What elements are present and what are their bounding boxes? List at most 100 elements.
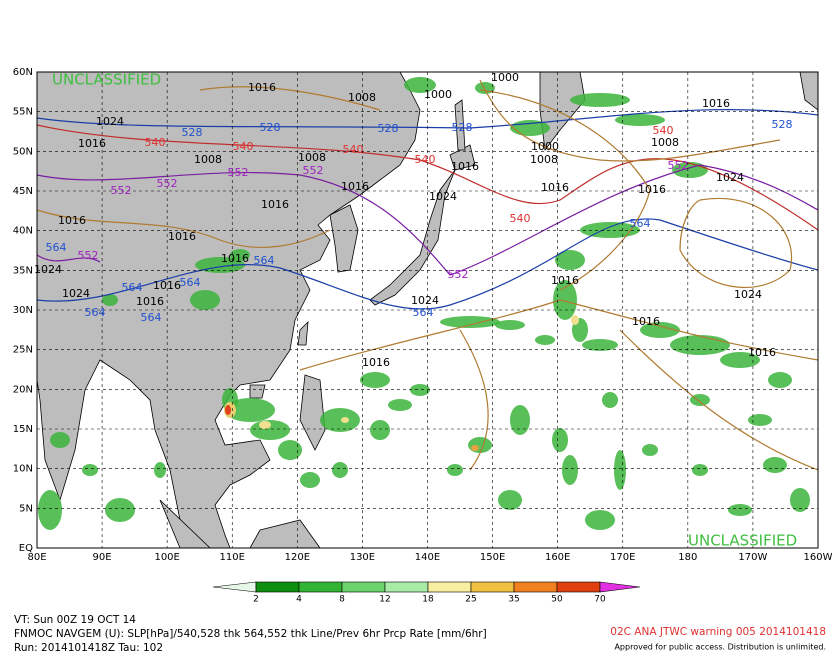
lat-label: 15N xyxy=(13,424,33,435)
contour-label: 1016 xyxy=(248,81,276,94)
contour-label: 1000 xyxy=(491,71,519,84)
lon-label: 120E xyxy=(285,552,310,563)
precip-area xyxy=(154,462,166,478)
colorbar-label: 12 xyxy=(379,595,390,605)
colorbar-label: 70 xyxy=(594,595,606,605)
contour-label: 1016 xyxy=(451,160,479,173)
precip-area xyxy=(495,320,525,330)
lat-label: 60N xyxy=(13,67,33,78)
precip-area xyxy=(720,352,760,368)
lat-label: 35N xyxy=(13,265,33,276)
precip-area xyxy=(50,432,70,448)
contour-label: 540 xyxy=(145,136,166,149)
precip-area xyxy=(190,290,220,310)
colorbar-box xyxy=(427,581,472,593)
precip-area xyxy=(642,444,658,456)
precip-area xyxy=(230,249,250,261)
contour-label: 1016 xyxy=(136,295,164,308)
contour-label: 564 xyxy=(180,276,201,289)
contour-label: 564 xyxy=(46,241,67,254)
precip-area xyxy=(320,408,360,432)
axis-labels: 60N 55N 50N 45N 40N 35N 30N 25N 20N 15N 10N 5N EQ80E… xyxy=(13,67,833,563)
precip-area xyxy=(278,440,302,460)
precip-heavy xyxy=(471,445,479,451)
approval-note: Approved for public access. Distribution… xyxy=(614,643,826,652)
contour-label: 1016 xyxy=(153,279,181,292)
lon-label: 90E xyxy=(93,552,112,563)
precip-area xyxy=(602,392,618,408)
colorbar-high xyxy=(599,581,641,593)
contour-label: 528 xyxy=(260,121,281,134)
precip-heavy xyxy=(341,417,349,423)
precip-area xyxy=(102,294,118,306)
contour-label: 1008 xyxy=(651,136,679,149)
contour-label: 564 xyxy=(254,254,275,267)
contour-label: 564 xyxy=(413,306,434,319)
precip-area xyxy=(535,335,555,345)
contour-label: 1000 xyxy=(424,88,452,101)
lon-label: 170E xyxy=(610,552,635,563)
lat-label: 20N xyxy=(13,384,33,395)
precip-area xyxy=(38,490,62,530)
precip-area xyxy=(768,372,792,388)
contour-label: 1016 xyxy=(638,183,666,196)
precip-heavy xyxy=(571,315,579,325)
colorbar-box xyxy=(556,581,601,593)
contour-label: 528 xyxy=(378,122,399,135)
contour-label: 1016 xyxy=(78,137,106,150)
precip-area xyxy=(570,93,630,107)
precip-area xyxy=(360,372,390,388)
colorbar-label: 50 xyxy=(551,595,563,605)
watermark: UNCLASSIFIED xyxy=(688,532,797,550)
precip-area xyxy=(670,335,730,355)
contour-label: 1024 xyxy=(411,294,439,307)
precip-area xyxy=(552,428,568,452)
colorbar-box xyxy=(341,581,386,593)
precip-area xyxy=(447,464,463,476)
colorbar-label: 35 xyxy=(508,595,519,605)
contour-label: 540 xyxy=(343,143,364,156)
precip-area xyxy=(728,504,752,516)
precip-area xyxy=(748,414,772,426)
lon-label: 170W xyxy=(738,552,767,563)
precip-heavy xyxy=(259,421,271,429)
precip-area xyxy=(468,437,492,453)
colorbar-label: 2 xyxy=(253,595,259,605)
colorbar-box xyxy=(255,581,300,593)
lon-label: 180 xyxy=(678,552,697,563)
precip-area xyxy=(388,399,412,411)
land xyxy=(36,71,819,549)
colorbar-box xyxy=(470,581,515,593)
lon-label: 80E xyxy=(27,552,46,563)
contour-label: 1008 xyxy=(298,151,326,164)
contour-label: 1016 xyxy=(632,315,660,328)
contour-label: 1016 xyxy=(261,198,289,211)
precip-area xyxy=(562,455,578,485)
contour-label: 564 xyxy=(85,306,106,319)
precip-area xyxy=(640,322,680,338)
model-info: FNMOC NAVGEM (U): SLP[hPa]/540,528 thk 5… xyxy=(14,628,487,640)
lat-label: 5N xyxy=(19,503,33,514)
precip-area xyxy=(498,490,522,510)
contour-label: 1016 xyxy=(551,274,579,287)
contour-label: 1024 xyxy=(429,190,457,203)
lon-label: 160E xyxy=(545,552,570,563)
contour-label: 1024 xyxy=(34,263,62,276)
precip-area xyxy=(440,316,500,328)
contour-label: 1016 xyxy=(748,346,776,359)
lat-label: 45N xyxy=(13,186,33,197)
contour-label: 1016 xyxy=(702,97,730,110)
contour-label: 528 xyxy=(452,121,473,134)
lat-label: 50N xyxy=(13,146,33,157)
contour-label: 564 xyxy=(630,217,651,230)
precip-area xyxy=(82,464,98,476)
contour-label: 1024 xyxy=(716,171,744,184)
lon-label: 100E xyxy=(154,552,179,563)
valid-time: VT: Sun 00Z 19 OCT 14 xyxy=(14,614,136,626)
warning-info: 02C ANA JTWC warning 005 2014101418 xyxy=(610,626,826,638)
precip-area xyxy=(555,250,585,270)
lon-label: 140E xyxy=(415,552,440,563)
colorbar: 2 4 8 12 18 25 35 50 70 xyxy=(212,581,641,605)
